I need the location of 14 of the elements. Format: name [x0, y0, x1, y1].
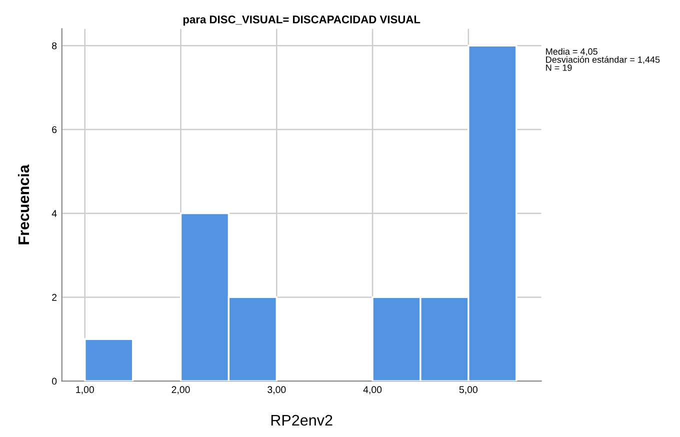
- y-tick-label: 0: [52, 378, 57, 385]
- x-tick-label: 4,00: [363, 386, 382, 394]
- x-tick-label: 2,00: [172, 386, 190, 394]
- y-tick-label: 2: [52, 294, 57, 301]
- y-axis-title: Frecuencia: [18, 164, 30, 244]
- chart-title: para DISC_VISUAL= DISCAPACIDAD VISUAL: [183, 16, 420, 26]
- y-tick-label: 4: [52, 210, 57, 217]
- x-tick-label: 5,00: [459, 386, 478, 394]
- x-axis-title: RP2env2: [271, 414, 332, 426]
- y-tick-label: 6: [52, 126, 57, 134]
- y-tick-label: 8: [52, 42, 57, 50]
- text: Media = 4,05 Desviación estándar = 1,445 N = 19: [546, 48, 660, 71]
- x-tick-label: 1,00: [76, 386, 94, 394]
- x-tick-label: 3,00: [268, 386, 286, 394]
